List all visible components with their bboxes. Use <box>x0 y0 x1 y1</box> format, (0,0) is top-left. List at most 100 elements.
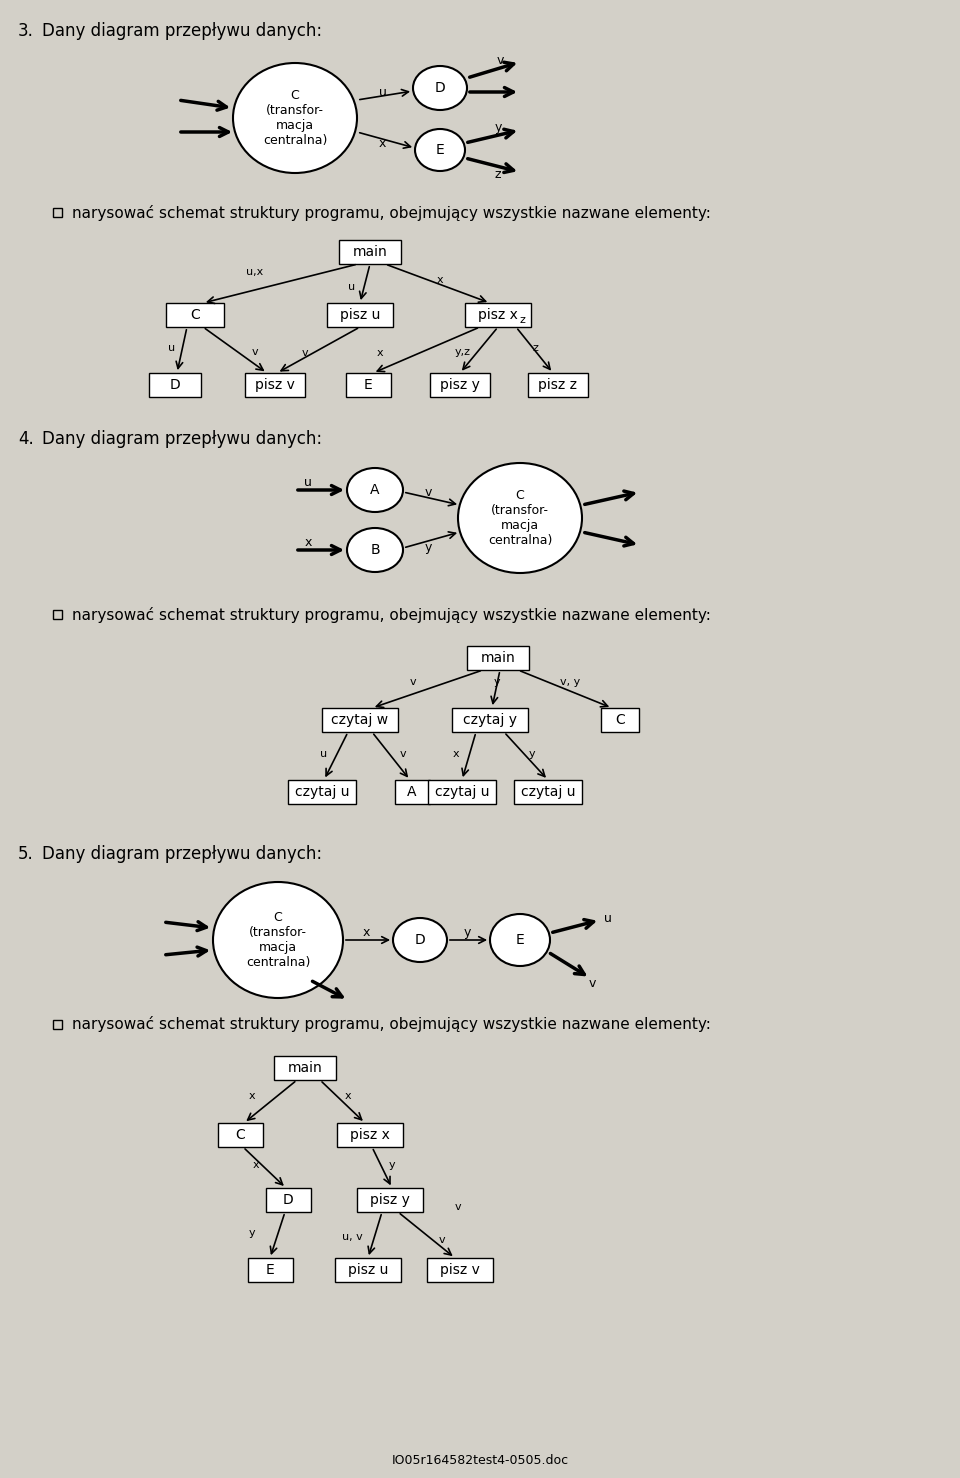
FancyBboxPatch shape <box>428 780 496 804</box>
Text: y: y <box>389 1160 396 1171</box>
FancyBboxPatch shape <box>245 372 305 398</box>
FancyBboxPatch shape <box>149 372 201 398</box>
FancyBboxPatch shape <box>335 1258 401 1281</box>
Text: u, v: u, v <box>342 1233 362 1242</box>
Text: 3.: 3. <box>18 22 34 40</box>
Text: z: z <box>519 315 525 325</box>
Text: z: z <box>494 167 501 180</box>
Ellipse shape <box>415 129 465 171</box>
Text: x: x <box>362 925 370 939</box>
Text: u: u <box>168 343 176 353</box>
Text: A: A <box>407 785 417 800</box>
FancyBboxPatch shape <box>248 1258 293 1281</box>
Text: u: u <box>304 476 312 489</box>
Text: v: v <box>424 485 432 498</box>
Text: x: x <box>304 535 312 548</box>
Text: v, y: v, y <box>560 677 580 687</box>
Text: v: v <box>496 53 504 67</box>
FancyBboxPatch shape <box>346 372 391 398</box>
FancyBboxPatch shape <box>514 780 582 804</box>
Text: czytaj u: czytaj u <box>295 785 349 800</box>
Text: C
(transfor-
macja
centralna): C (transfor- macja centralna) <box>488 489 552 547</box>
Text: x: x <box>252 1160 259 1171</box>
Text: main: main <box>352 245 388 259</box>
Text: pisz v: pisz v <box>440 1264 480 1277</box>
Text: u,x: u,x <box>247 268 264 276</box>
Text: u: u <box>379 86 387 99</box>
Text: E: E <box>516 933 524 947</box>
Text: pisz y: pisz y <box>440 378 480 392</box>
FancyBboxPatch shape <box>53 208 62 217</box>
Text: narysować schemat struktury programu, obejmujący wszystkie nazwane elementy:: narysować schemat struktury programu, ob… <box>72 606 710 622</box>
Text: pisz u: pisz u <box>340 307 380 322</box>
Text: C
(transfor-
macja
centralna): C (transfor- macja centralna) <box>246 910 310 970</box>
Text: B: B <box>371 542 380 557</box>
Text: x: x <box>378 136 386 149</box>
Text: C: C <box>190 307 200 322</box>
Text: v: v <box>439 1236 445 1244</box>
Text: pisz x: pisz x <box>350 1128 390 1142</box>
Text: E: E <box>436 143 444 157</box>
Text: C
(transfor-
macja
centralna): C (transfor- macja centralna) <box>263 89 327 146</box>
Text: y: y <box>529 749 536 760</box>
Text: narysować schemat struktury programu, obejmujący wszystkie nazwane elementy:: narysować schemat struktury programu, ob… <box>72 1017 710 1033</box>
Text: v: v <box>301 347 308 358</box>
Text: y: y <box>464 925 470 939</box>
Text: D: D <box>435 81 445 95</box>
FancyBboxPatch shape <box>266 1188 310 1212</box>
Text: y: y <box>424 541 432 553</box>
Text: x: x <box>345 1091 351 1101</box>
Text: 5.: 5. <box>18 845 34 863</box>
FancyBboxPatch shape <box>395 780 429 804</box>
Text: C: C <box>235 1128 245 1142</box>
FancyBboxPatch shape <box>427 1258 493 1281</box>
Text: y: y <box>494 121 502 133</box>
Text: u: u <box>321 749 327 760</box>
Text: D: D <box>282 1193 294 1208</box>
FancyBboxPatch shape <box>274 1055 336 1080</box>
Text: A: A <box>371 483 380 497</box>
Text: u: u <box>348 282 355 293</box>
FancyBboxPatch shape <box>430 372 490 398</box>
Text: v: v <box>252 347 258 358</box>
FancyBboxPatch shape <box>322 708 398 732</box>
FancyBboxPatch shape <box>218 1123 262 1147</box>
Text: main: main <box>481 650 516 665</box>
FancyBboxPatch shape <box>53 1020 62 1029</box>
FancyBboxPatch shape <box>528 372 588 398</box>
Text: czytaj w: czytaj w <box>331 712 389 727</box>
FancyBboxPatch shape <box>53 610 62 619</box>
Ellipse shape <box>393 918 447 962</box>
Ellipse shape <box>458 463 582 573</box>
FancyBboxPatch shape <box>465 303 531 327</box>
FancyBboxPatch shape <box>337 1123 403 1147</box>
Text: y: y <box>493 677 500 687</box>
Text: x: x <box>376 347 383 358</box>
FancyBboxPatch shape <box>452 708 528 732</box>
Text: E: E <box>266 1264 275 1277</box>
Text: main: main <box>288 1061 323 1075</box>
FancyBboxPatch shape <box>357 1188 423 1212</box>
Text: E: E <box>364 378 372 392</box>
Text: x: x <box>437 275 444 285</box>
Ellipse shape <box>213 882 343 998</box>
Text: x: x <box>249 1091 255 1101</box>
Ellipse shape <box>347 469 403 511</box>
FancyBboxPatch shape <box>288 780 356 804</box>
Text: y: y <box>249 1228 255 1239</box>
Text: pisz v: pisz v <box>255 378 295 392</box>
Ellipse shape <box>413 67 467 109</box>
Text: u: u <box>604 912 612 925</box>
Text: 4.: 4. <box>18 430 34 448</box>
Text: v: v <box>588 977 596 989</box>
Text: Dany diagram przepływu danych:: Dany diagram przepływu danych: <box>42 845 323 863</box>
Text: v: v <box>455 1202 462 1212</box>
Text: y,z: y,z <box>455 347 471 358</box>
Text: C: C <box>615 712 625 727</box>
Text: v: v <box>410 677 417 687</box>
Text: Dany diagram przepływu danych:: Dany diagram przepływu danych: <box>42 22 323 40</box>
Text: D: D <box>170 378 180 392</box>
Text: z: z <box>532 343 538 353</box>
Text: czytaj u: czytaj u <box>520 785 575 800</box>
FancyBboxPatch shape <box>339 239 401 265</box>
